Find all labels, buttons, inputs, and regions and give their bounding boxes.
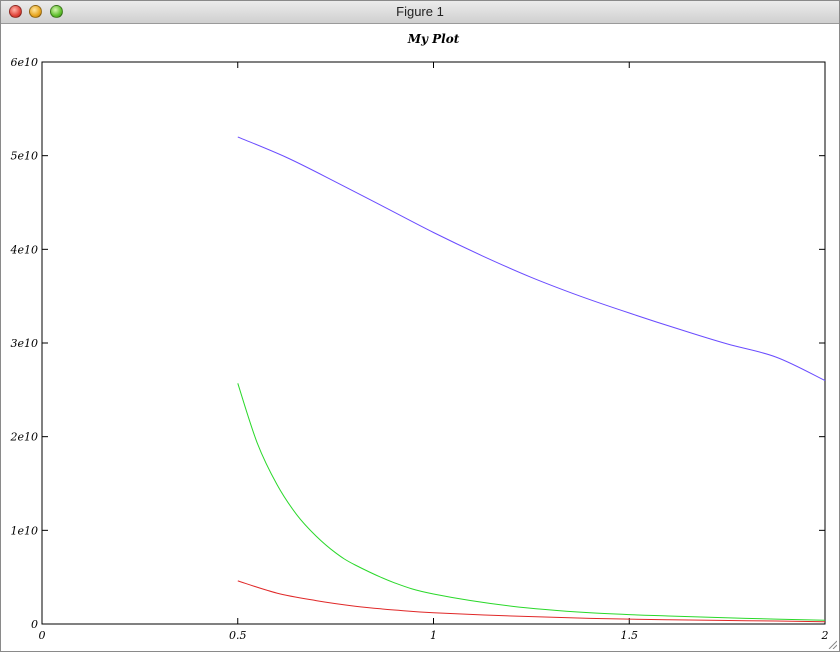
x-tick-label: 2 [821,629,829,642]
series-group [237,136,826,623]
resize-grip-icon[interactable] [827,639,837,649]
x-tick-label: 1 [430,629,437,642]
window-titlebar[interactable]: Figure 1 [1,1,839,24]
axis-ticks: 0 0.5 1 1.5 2 0 1e10 2e10 3e10 4e10 5e10 6e10 [9,56,828,642]
chart-title: My Plot [407,32,460,46]
series-line-1 [237,136,826,381]
y-tick-label: 0 [31,618,38,631]
y-tick-label: 6e10 [10,56,38,69]
x-tick-label: 0 [39,629,46,642]
y-tick-label: 1e10 [10,524,38,537]
window-title: Figure 1 [396,4,444,19]
x-tick-label: 1.5 [621,629,639,642]
y-tick-label: 5e10 [10,150,38,163]
minimize-button[interactable] [29,5,42,18]
y-tick-label: 3e10 [10,337,38,350]
plot-canvas: My Plot 0 0.5 1 1.5 2 0 1e10 2e10 3e10 4e10 5e10 6e… [9,32,828,642]
series-line-3 [237,580,826,623]
close-button[interactable] [9,5,22,18]
y-tick-label: 4e10 [9,243,38,256]
y-tick-label: 2e10 [9,431,38,444]
zoom-button[interactable] [50,5,63,18]
series-line-2 [237,383,826,621]
x-tick-label: 0.5 [229,629,247,642]
axes-frame [41,61,826,625]
